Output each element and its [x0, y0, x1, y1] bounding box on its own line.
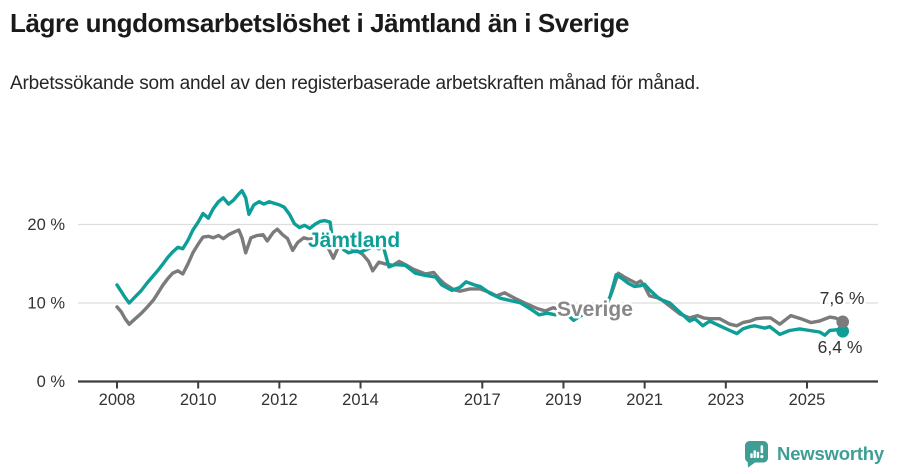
newsworthy-logo-icon [745, 441, 769, 468]
chart-subtitle: Arbetssökande som andel av den registerb… [10, 73, 700, 94]
x-tick-label-2021: 2021 [626, 391, 663, 409]
series-label-jmtland: Jämtland [308, 229, 400, 252]
end-dot-jmtland [836, 324, 850, 338]
y-tick-label-0: 0 % [37, 373, 66, 391]
x-tick-label-2014: 2014 [342, 391, 379, 409]
x-tick-label-2023: 2023 [707, 391, 744, 409]
x-tick-label-2008: 2008 [99, 391, 136, 409]
logo-bar-1 [750, 453, 753, 458]
sverige-line [115, 227, 845, 328]
end-dot-sverige [836, 315, 850, 329]
end-value-label-jmtland: 6,4 % [818, 337, 863, 357]
x-tick-label-2010: 2010 [180, 391, 217, 409]
series-label-sverige: Sverige [557, 298, 633, 321]
y-tick-label-10: 10 % [27, 295, 65, 313]
brand-name: Newsworthy [777, 443, 884, 464]
logo-bar-2 [753, 450, 756, 458]
x-tick-label-2019: 2019 [545, 391, 582, 409]
line-chart-canvas: 2008 2010 2012 2014 2017 2019 2021 2023 2025 0 % 1… [27, 189, 878, 409]
logo-bar-3 [756, 451, 760, 458]
y-tick-label-20: 20 % [27, 216, 65, 234]
line-chart: 2008 2010 2012 2014 2017 2019 2021 2023 2025 0 % 1… [0, 140, 900, 450]
page-title: Lägre ungdomsarbetslöshet i Jämtland än … [10, 8, 630, 38]
jmtland-line [115, 189, 845, 337]
x-tick-label-2025: 2025 [789, 391, 826, 409]
x-tick-label-2017: 2017 [464, 391, 501, 409]
logo-exclamation-icon [760, 445, 764, 454]
end-value-label-sverige: 7,6 % [820, 288, 865, 308]
x-tick-label-2012: 2012 [261, 391, 298, 409]
brand-footer: Newsworthy [744, 440, 884, 468]
